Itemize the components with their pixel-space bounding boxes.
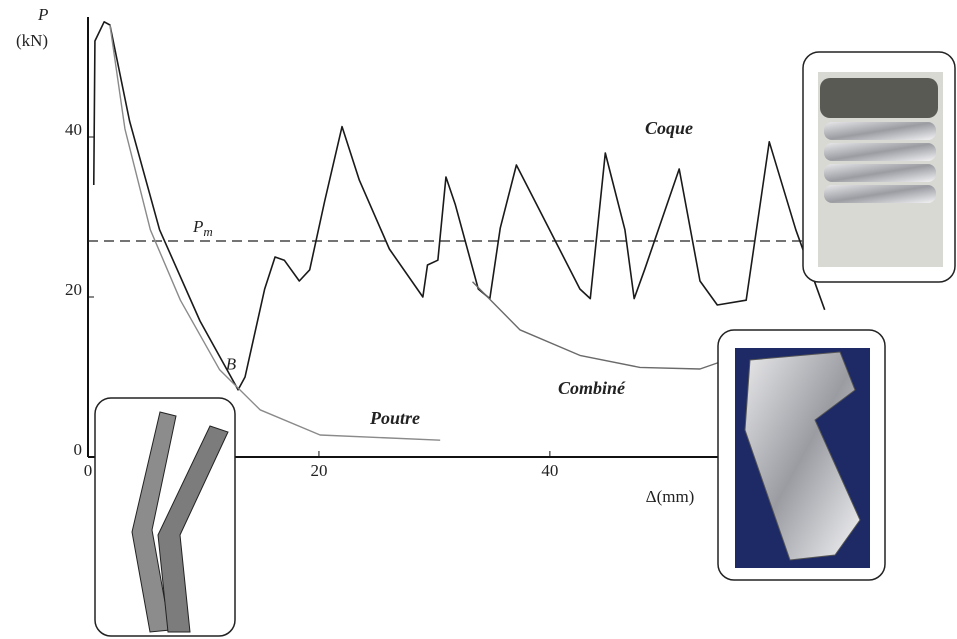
y-axis-label: P [37, 5, 48, 24]
photo-beam [94, 397, 236, 637]
photo-shell [802, 51, 956, 283]
series-line [472, 281, 740, 370]
y-axis-unit: (kN) [16, 31, 48, 50]
annotation: B [226, 355, 237, 374]
series-label: Coque [645, 118, 693, 138]
x-tick-label: 0 [84, 461, 93, 480]
reference-label-main: P [192, 217, 203, 236]
reference-label: Pm [192, 217, 213, 239]
reference-label-sub: m [203, 224, 212, 239]
y-tick-label: 20 [65, 280, 82, 299]
y-tick-label: 40 [65, 120, 82, 139]
series-label: Combiné [558, 378, 626, 398]
x-axis-label: Δ(mm) [646, 487, 695, 506]
x-tick-label: 20 [310, 461, 327, 480]
x-tick-label: 40 [541, 461, 558, 480]
series-line [92, 21, 826, 391]
y-tick-label: 0 [74, 440, 83, 459]
photo-combined [717, 329, 886, 581]
series-line [109, 24, 441, 441]
series-label: Poutre [369, 408, 420, 428]
